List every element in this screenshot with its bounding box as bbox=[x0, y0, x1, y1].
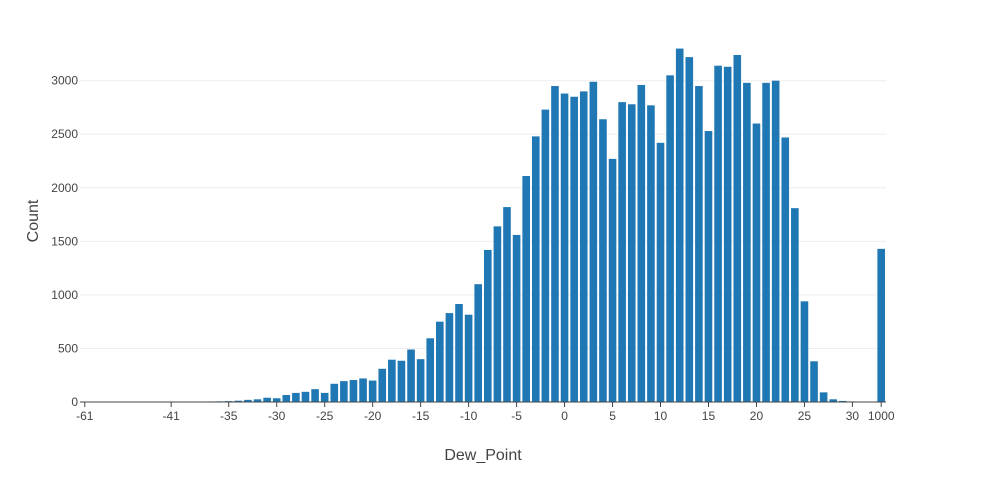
histogram-bar bbox=[388, 359, 396, 402]
histogram-bar bbox=[723, 66, 732, 402]
histogram-bar bbox=[733, 54, 742, 403]
histogram-bar bbox=[512, 234, 521, 402]
histogram-bar bbox=[656, 142, 665, 402]
x-tick-label: 0 bbox=[561, 409, 568, 423]
x-tick-label: -10 bbox=[460, 409, 478, 423]
x-tick-label: -41 bbox=[162, 409, 180, 423]
histogram-bar bbox=[503, 207, 511, 402]
y-tick-label: 1500 bbox=[51, 234, 78, 248]
histogram-bar bbox=[579, 91, 588, 402]
histogram-bar bbox=[589, 81, 598, 403]
x-tick-label: 1000 bbox=[868, 409, 895, 423]
histogram-bar bbox=[436, 321, 444, 402]
x-tick-label: 10 bbox=[654, 409, 668, 423]
histogram-bar bbox=[791, 208, 799, 402]
histogram-bar bbox=[234, 400, 243, 402]
x-tick-label: -20 bbox=[364, 409, 382, 423]
x-axis-ticks: -61 -41 -35 -30 -25 -20 -15 -10 -5 0 5 10 15 20 25 30 10… bbox=[76, 402, 895, 423]
histogram-bar bbox=[637, 84, 646, 402]
histogram-bar bbox=[762, 82, 770, 402]
histogram-bar bbox=[771, 80, 780, 402]
histogram-bar bbox=[320, 392, 329, 402]
y-axis-title: Count bbox=[25, 199, 42, 242]
histogram-bar bbox=[292, 392, 300, 402]
histogram-bar bbox=[714, 65, 722, 402]
x-tick-label: -25 bbox=[316, 409, 334, 423]
histogram-bar bbox=[359, 378, 367, 402]
histogram-bar bbox=[311, 389, 319, 402]
x-tick-label: 30 bbox=[846, 409, 860, 423]
x-tick-label: 20 bbox=[750, 409, 764, 423]
histogram-bar bbox=[541, 109, 550, 403]
histogram-bar bbox=[781, 137, 790, 402]
x-tick-label: 5 bbox=[609, 409, 616, 423]
histogram-bar bbox=[272, 398, 281, 402]
histogram-bar bbox=[282, 395, 291, 402]
histogram-bar bbox=[675, 48, 684, 402]
histogram-bar bbox=[551, 86, 559, 403]
histogram-bar bbox=[484, 249, 492, 402]
histogram-bar bbox=[349, 380, 358, 402]
y-tick-label: 0 bbox=[71, 395, 78, 409]
histogram-bar bbox=[445, 313, 454, 402]
x-tick-label: -15 bbox=[412, 409, 430, 423]
histogram-bar bbox=[839, 400, 847, 402]
histogram-bar bbox=[474, 284, 482, 402]
histogram-bar bbox=[397, 360, 406, 402]
y-tick-label: 2500 bbox=[51, 127, 78, 141]
grid-layer bbox=[80, 80, 886, 349]
x-tick-label: -30 bbox=[268, 409, 286, 423]
x-tick-label: -35 bbox=[220, 409, 238, 423]
histogram-bar bbox=[378, 368, 387, 402]
histogram-bar bbox=[263, 397, 271, 402]
histogram-bar bbox=[647, 105, 655, 402]
y-tick-label: 1000 bbox=[51, 288, 78, 302]
histogram-bar bbox=[819, 392, 828, 402]
histogram-bar bbox=[493, 226, 502, 402]
histogram-bar bbox=[829, 399, 838, 402]
histogram-bar bbox=[704, 131, 713, 403]
x-tick-label: 15 bbox=[702, 409, 716, 423]
histogram-bar bbox=[627, 104, 636, 402]
histogram-bar bbox=[416, 359, 425, 402]
histogram-bar bbox=[608, 158, 617, 402]
y-tick-label: 3000 bbox=[51, 74, 78, 88]
histogram-bar bbox=[810, 361, 818, 402]
histogram-bar bbox=[244, 399, 252, 402]
histogram-bar bbox=[877, 248, 885, 402]
histogram-bar bbox=[464, 314, 473, 402]
histogram-bar bbox=[522, 176, 530, 402]
histogram-bar bbox=[570, 96, 578, 402]
histogram-bar bbox=[685, 57, 694, 402]
y-axis-ticks: 0 500 1000 1500 2000 2500 3000 bbox=[51, 74, 78, 409]
histogram-bar bbox=[800, 301, 809, 402]
histogram-bar bbox=[301, 391, 310, 402]
histogram-bar bbox=[330, 383, 339, 402]
histogram-bar bbox=[407, 349, 415, 402]
x-tick-label: -61 bbox=[76, 409, 94, 423]
histogram-bar bbox=[340, 381, 348, 402]
histogram-bar bbox=[743, 82, 751, 402]
x-tick-label: 25 bbox=[798, 409, 812, 423]
histogram-bar bbox=[666, 75, 674, 402]
histogram-bar bbox=[455, 304, 463, 402]
histogram-bar bbox=[368, 380, 377, 402]
y-tick-label: 2000 bbox=[51, 181, 78, 195]
histogram-bar bbox=[618, 102, 626, 403]
x-tick-label: -5 bbox=[511, 409, 522, 423]
histogram-bar bbox=[531, 136, 540, 402]
x-axis-title: Dew_Point bbox=[444, 447, 522, 464]
histogram-bar bbox=[695, 86, 703, 403]
histogram-bar bbox=[599, 119, 607, 402]
histogram-bar bbox=[253, 399, 262, 402]
histogram-bar bbox=[426, 338, 435, 402]
y-tick-label: 500 bbox=[58, 341, 78, 355]
bar-layer bbox=[80, 48, 886, 403]
histogram-bar bbox=[752, 123, 761, 402]
histogram-bar bbox=[560, 93, 569, 403]
